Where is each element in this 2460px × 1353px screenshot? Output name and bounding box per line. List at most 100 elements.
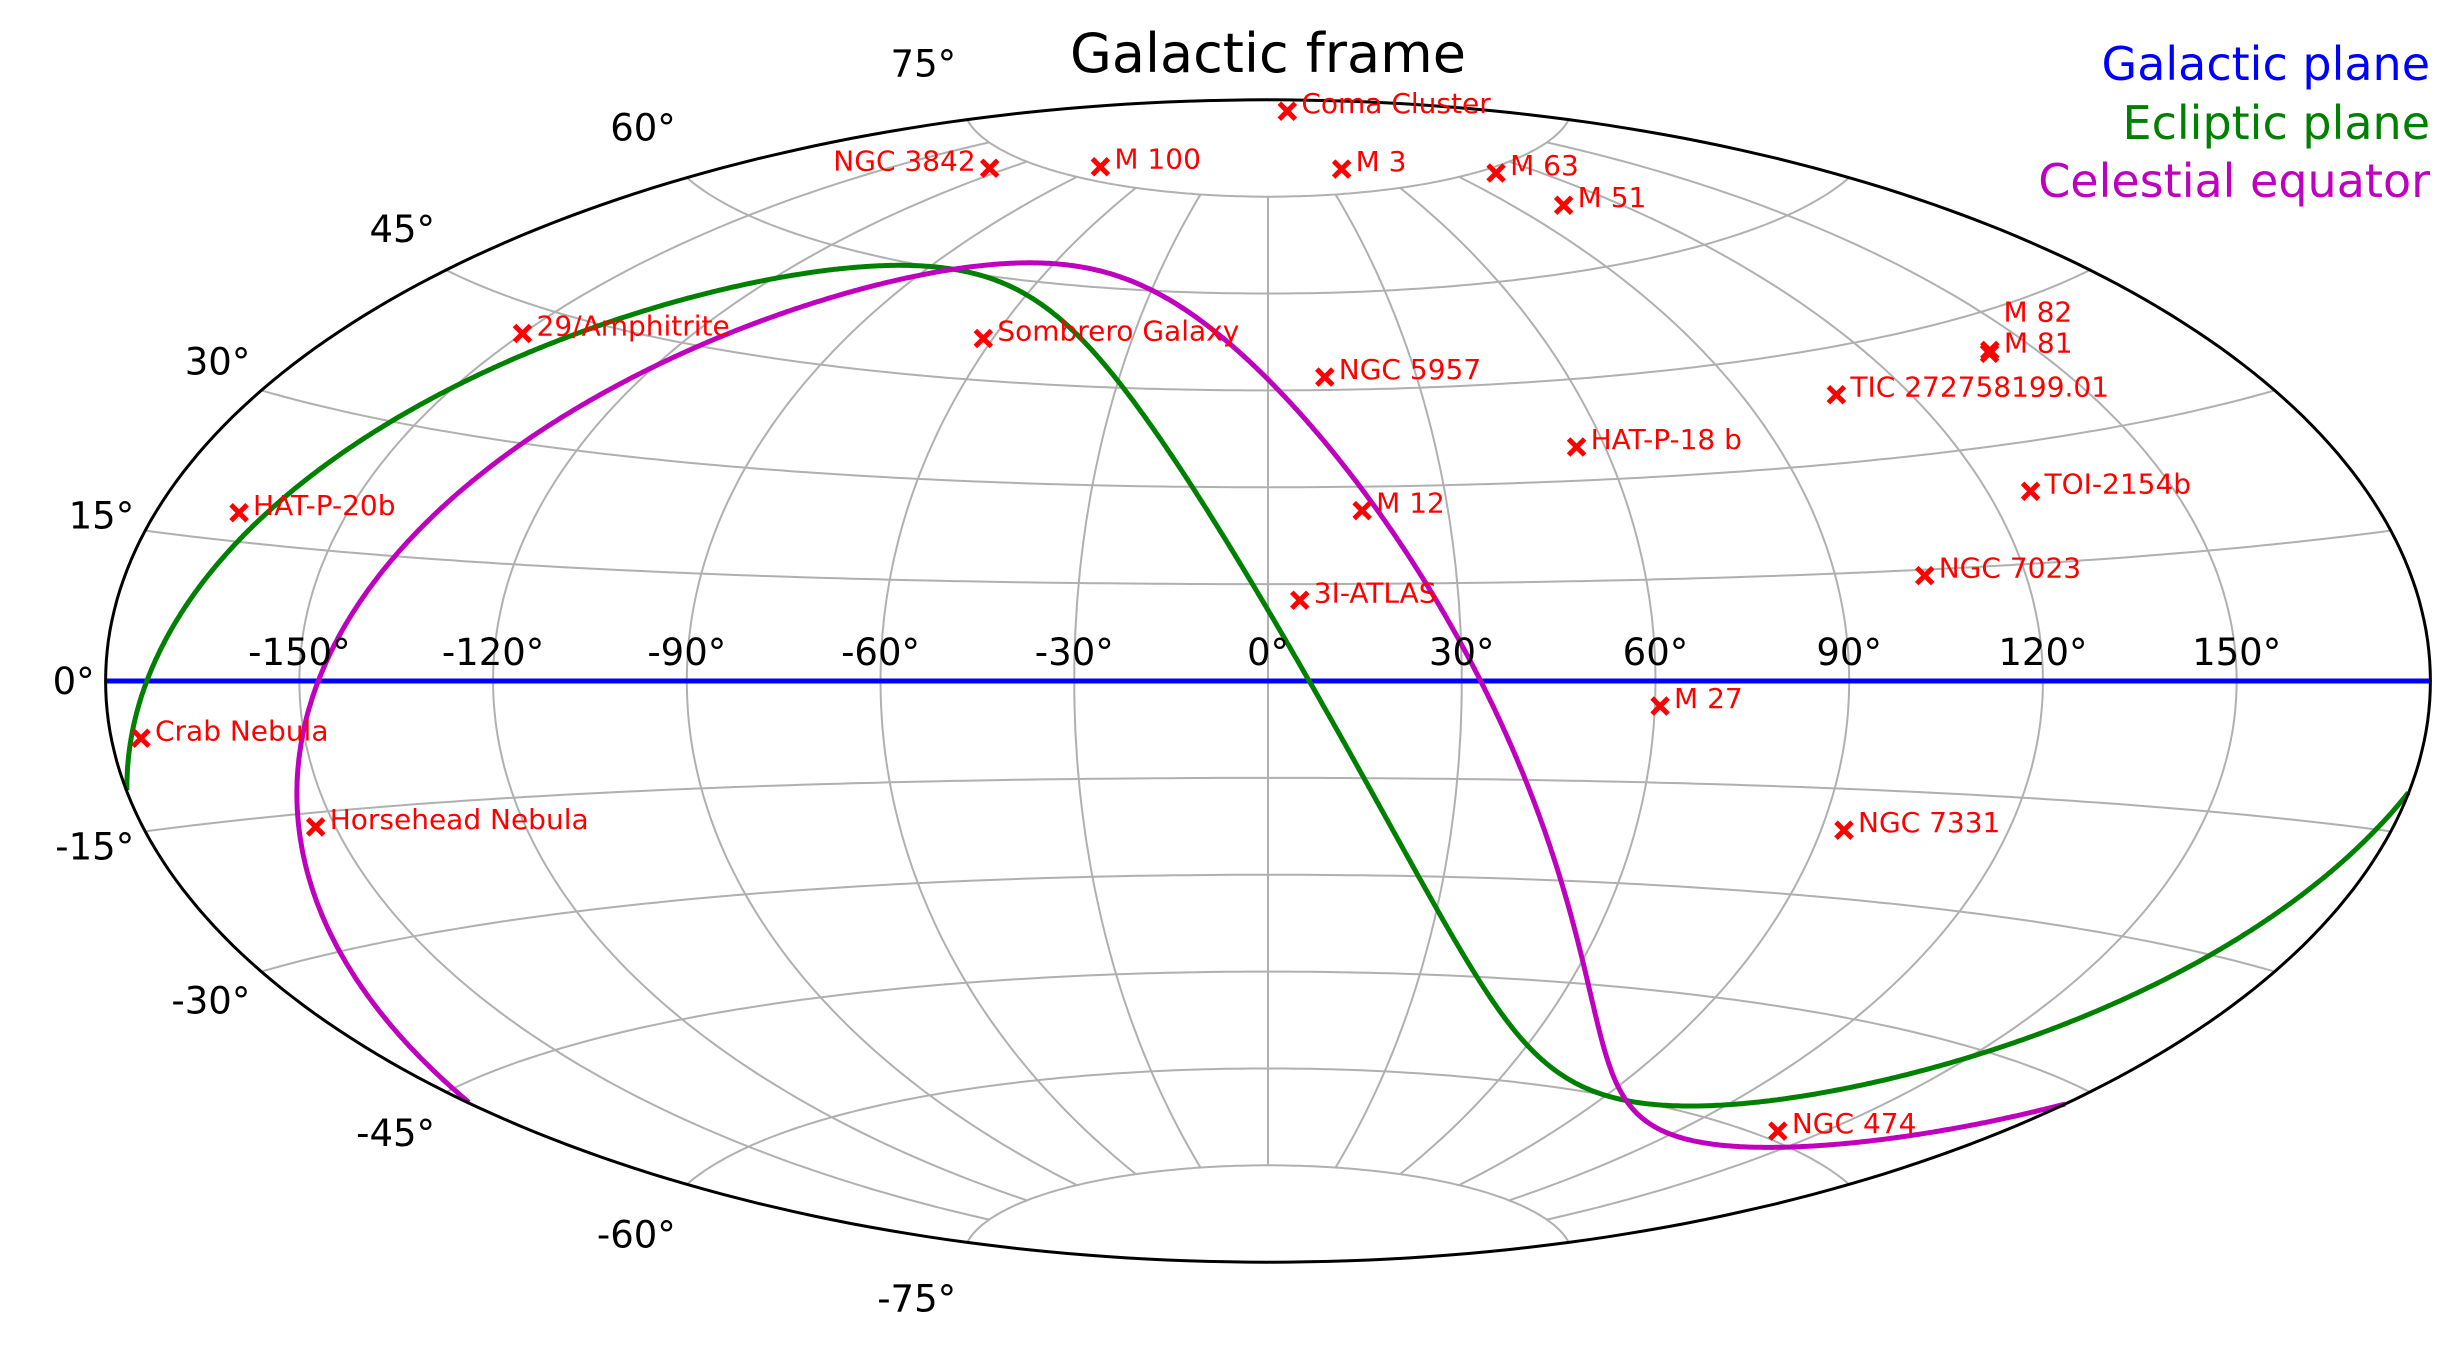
x-marker-icon	[2020, 481, 2041, 502]
celestial-equator-line	[294, 260, 2066, 1150]
lon-tick-label: -120°	[442, 631, 544, 674]
object-marker: HAT-P-20b	[229, 489, 396, 523]
x-marker-icon	[1553, 195, 1574, 215]
object-label: HAT-P-20b	[253, 489, 395, 522]
lon-tick-label: -30°	[1035, 631, 1114, 674]
x-marker-icon	[1331, 159, 1352, 179]
x-marker-icon	[1352, 500, 1372, 521]
object-marker: M 27	[1650, 682, 1743, 716]
x-marker-icon	[131, 728, 151, 749]
object-label: TOI-2154b	[2044, 467, 2192, 500]
object-label: Sombrero Galaxy	[997, 315, 1239, 348]
lon-tick-label: 150°	[2192, 631, 2281, 674]
object-marker: M 100	[1090, 143, 1201, 177]
lat-tick-label: -45°	[356, 1112, 435, 1155]
object-marker: TIC 272758199.01	[1826, 371, 2109, 405]
object-label: NGC 7023	[1939, 552, 2081, 585]
lat-tick-label: 15°	[69, 495, 135, 538]
object-label: M 3	[1356, 145, 1407, 178]
object-label: M 27	[1674, 682, 1743, 715]
lat-tick-label: 75°	[891, 43, 957, 86]
x-marker-icon	[1486, 163, 1506, 183]
legend-galactic-plane: Galactic plane	[2102, 37, 2430, 91]
object-marker: M 63	[1486, 149, 1579, 183]
legend-ecliptic-plane: Ecliptic plane	[2123, 96, 2430, 150]
object-label: NGC 5957	[1339, 353, 1481, 386]
object-marker: Horsehead Nebula	[305, 803, 589, 837]
reference-lines	[105, 260, 2431, 1150]
object-label: M 51	[1578, 181, 1647, 214]
lon-tick-label: -90°	[647, 631, 726, 674]
x-marker-icon	[1566, 437, 1587, 457]
x-marker-icon	[1826, 384, 1847, 405]
lon-tick-label: 60°	[1623, 631, 1689, 674]
object-label: M 100	[1114, 143, 1201, 176]
object-label: HAT-P-18 b	[1591, 423, 1742, 456]
lon-tick-label: 90°	[1816, 631, 1882, 674]
lat-tick-label: -75°	[877, 1277, 956, 1320]
object-marker: M 82	[1979, 295, 2073, 364]
lon-tick-label: 120°	[1998, 631, 2087, 674]
object-label: M 12	[1376, 487, 1445, 520]
lat-tick-label: -60°	[597, 1214, 676, 1257]
object-marker: Crab Nebula	[131, 714, 329, 749]
object-marker: NGC 474	[1768, 1107, 1917, 1141]
object-marker: TOI-2154b	[2020, 467, 2192, 502]
x-marker-icon	[1834, 820, 1854, 840]
object-marker: M 81	[1980, 326, 2073, 361]
lat-tick-label: 60°	[610, 106, 676, 149]
x-marker-icon	[1090, 156, 1111, 177]
object-label: NGC 3842	[833, 144, 975, 177]
object-label: Horsehead Nebula	[330, 803, 589, 836]
x-marker-icon	[1768, 1121, 1788, 1141]
object-marker: Coma Cluster	[1277, 87, 1491, 121]
object-marker: NGC 5957	[1315, 353, 1481, 387]
object-marker: M 3	[1331, 145, 1407, 179]
object-markers: Coma Cluster NGC 3842 M 100 M 3 M 63M 51 29/A…	[131, 87, 2192, 1141]
object-marker: NGC 7331	[1834, 806, 2000, 840]
x-marker-icon	[512, 323, 533, 344]
x-marker-icon	[1650, 696, 1670, 716]
object-marker: 29/Amphitrite	[512, 310, 730, 344]
object-label: M 81	[2004, 326, 2073, 359]
lat-tick-label: -15°	[55, 825, 134, 868]
lon-tick-label: -60°	[841, 631, 920, 674]
object-label: Coma Cluster	[1301, 87, 1491, 120]
object-marker: NGC 3842	[833, 144, 1000, 179]
lat-tick-label: -30°	[171, 980, 250, 1023]
x-marker-icon	[1315, 367, 1335, 387]
projection-boundary	[104, 98, 2432, 1264]
x-marker-icon	[973, 328, 994, 349]
object-marker: NGC 7023	[1914, 552, 2081, 586]
object-label: NGC 7331	[1858, 806, 2000, 839]
object-marker: M 12	[1352, 487, 1445, 521]
parallel-75	[966, 119, 1570, 198]
lon-tick-label: 0°	[1247, 631, 1289, 674]
lat-tick-label: 45°	[369, 208, 435, 251]
lat-tick-label: 0°	[53, 660, 95, 703]
tick-labels: -150° -120° -90° -60° -30° 0° 30° 60° 90° 120° 150…	[53, 43, 2282, 1321]
object-label: TIC 272758199.01	[1849, 371, 2109, 404]
x-marker-icon	[1914, 565, 1935, 586]
object-label: NGC 474	[1792, 1107, 1917, 1140]
ecliptic-plane-line	[124, 262, 2411, 1109]
lat-tick-label: 30°	[185, 340, 251, 383]
object-label: M 63	[1510, 149, 1579, 182]
object-marker: 3I-ATLAS	[1290, 576, 1437, 611]
chart-title: Galactic frame	[1070, 22, 1466, 85]
legend: Galactic plane Ecliptic plane Celestial …	[2038, 37, 2430, 208]
lon-tick-label: 30°	[1429, 631, 1495, 674]
x-marker-icon	[305, 817, 326, 837]
x-marker-icon	[979, 158, 1000, 179]
object-marker: M 51	[1553, 181, 1647, 215]
object-label: 3I-ATLAS	[1314, 576, 1437, 609]
x-marker-icon	[1277, 101, 1298, 121]
x-marker-icon	[1290, 590, 1310, 611]
object-marker: Sombrero Galaxy	[973, 315, 1239, 349]
object-label: M 82	[2004, 295, 2073, 328]
object-label: Crab Nebula	[155, 714, 329, 747]
legend-celestial-equator: Celestial equator	[2038, 154, 2430, 208]
object-marker: HAT-P-18 b	[1566, 423, 1742, 457]
lon-tick-label: -150°	[248, 631, 350, 674]
